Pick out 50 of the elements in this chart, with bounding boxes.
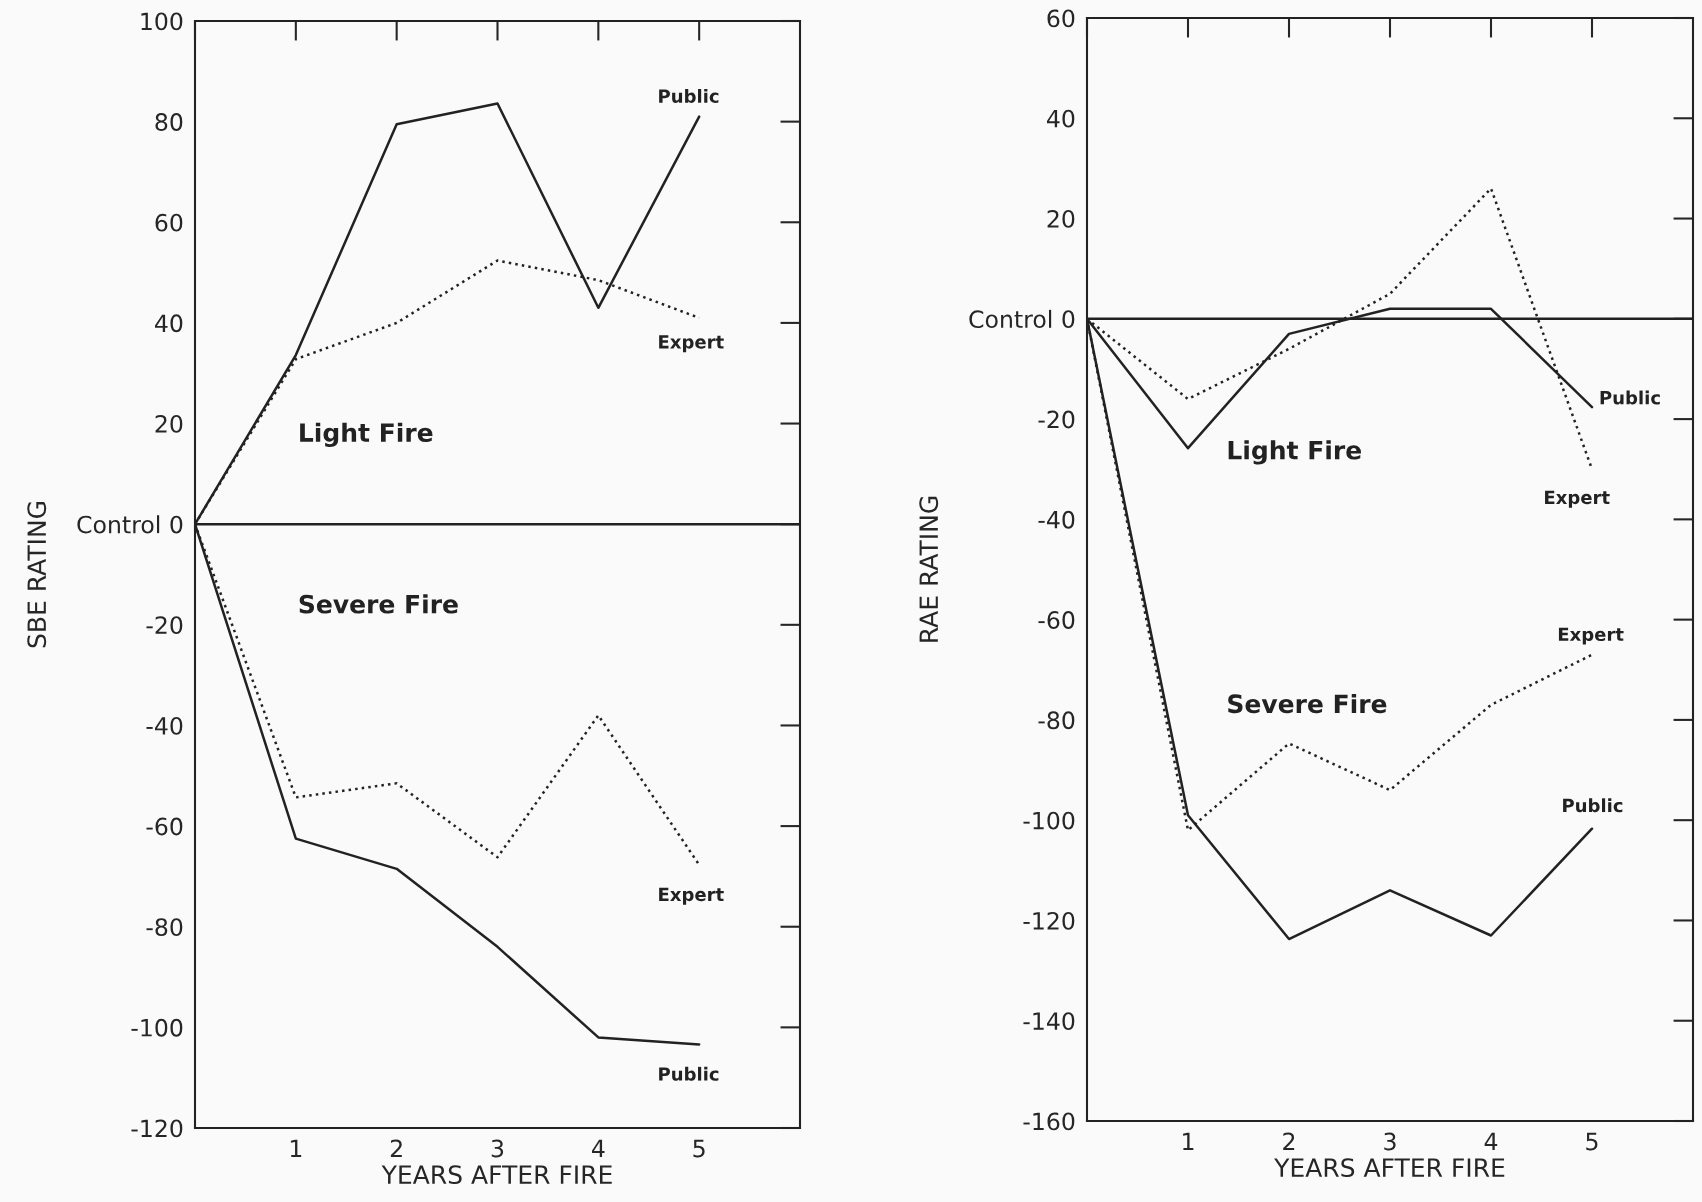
x-tick-label: 2 — [1283, 1132, 1295, 1151]
annotation: Severe Fire — [299, 594, 458, 614]
annotation: Light Fire — [1228, 440, 1361, 465]
y-tick-label: -100 — [131, 1018, 183, 1037]
x-tick-label: 5 — [1586, 1132, 1598, 1151]
series-label: Expert — [1545, 490, 1610, 508]
series-label: Expert — [1558, 627, 1624, 645]
annotation: Light Fire — [300, 422, 433, 448]
series-label: Public — [1563, 798, 1623, 813]
series-label: Expert — [659, 887, 724, 905]
x-axis-title: YEARS AFTER FIRE — [1274, 1158, 1505, 1178]
x-tick-label: 3 — [491, 1139, 504, 1158]
y-tick-label: -80 — [146, 918, 183, 937]
y-tick-label: -80 — [1038, 711, 1075, 730]
y-tick-label: -40 — [1038, 510, 1075, 529]
y-tick-label: 60 — [155, 213, 183, 232]
y-tick-label: -20 — [1038, 410, 1075, 429]
y-tick-label: 20 — [1047, 209, 1075, 228]
x-tick-label: 1 — [1183, 1132, 1194, 1151]
series-label: Public — [1600, 390, 1660, 405]
y-axis-title: RAE RATING — [919, 496, 939, 642]
y-tick-label: -40 — [146, 716, 183, 735]
y-tick-label: -100 — [1023, 811, 1075, 830]
y-tick-label: -60 — [1038, 611, 1075, 629]
series-label: Expert — [659, 335, 724, 353]
y-tick-label: 40 — [155, 314, 183, 333]
y-tick-label: 20 — [155, 414, 183, 433]
x-tick-label: 1 — [290, 1139, 302, 1158]
x-tick-label: 3 — [1384, 1132, 1396, 1151]
x-tick-label: 4 — [1484, 1132, 1498, 1151]
y-tick-label: -60 — [146, 817, 183, 836]
y-tick-label: -20 — [146, 616, 183, 635]
y-tick-label: 60 — [1047, 9, 1075, 28]
series-label: Public — [659, 1066, 719, 1081]
x-axis-title: YEARS AFTER FIRE — [381, 1165, 612, 1185]
y-tick-label: 40 — [1047, 109, 1075, 128]
y-tick-label: -120 — [131, 1119, 183, 1138]
y-tick-label: Control 0 — [969, 309, 1075, 329]
y-tick-label: 100 — [141, 12, 183, 31]
y-tick-label: -120 — [1023, 911, 1075, 930]
x-tick-label: 4 — [591, 1139, 605, 1158]
y-tick-label: 80 — [155, 113, 183, 131]
y-axis-title: SBE RATING — [27, 502, 47, 648]
x-tick-label: 5 — [693, 1139, 705, 1158]
annotation: Severe Fire — [1228, 693, 1387, 714]
x-tick-label: 2 — [390, 1139, 402, 1158]
series-label: Public — [659, 89, 719, 103]
y-tick-label: -140 — [1023, 1012, 1075, 1031]
y-tick-label: -160 — [1023, 1112, 1075, 1131]
y-tick-label: Control 0 — [77, 515, 183, 534]
